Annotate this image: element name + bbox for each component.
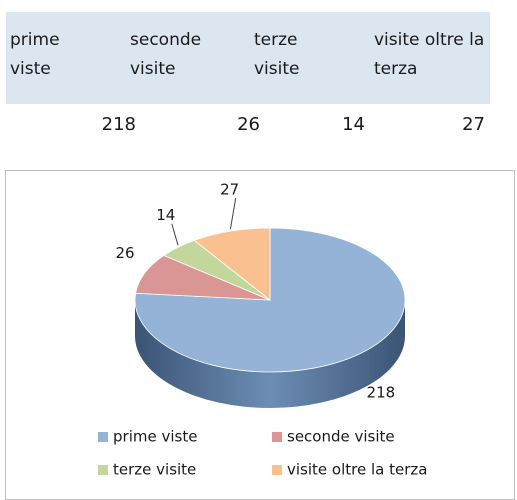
data-label: 218 [367,383,396,401]
table-cell: 218 [101,114,136,135]
legend-swatch [272,432,282,442]
header-cell: terze visite [254,30,300,79]
legend-label: visite oltre la terza [287,461,427,479]
data-label: 27 [220,181,239,199]
leader-line [229,197,237,230]
data-label: 26 [116,244,135,262]
pie-slice [193,227,271,301]
table-cell: 27 [462,114,485,135]
legend-swatch [98,465,108,475]
leader-line [171,223,179,246]
table-cell: 26 [237,114,260,135]
header-cell: prime viste [10,30,60,79]
header-cell: seconde visite [130,30,202,79]
table-cell: 14 [342,114,365,135]
pie-side [135,300,405,408]
legend-label: prime viste [113,428,197,446]
header-cell: visite oltre la terza [374,30,485,79]
legend-swatch [272,465,282,475]
legend-label: terze visite [113,461,196,479]
legend-label: seconde visite [287,428,395,446]
table-header: prime viste seconde visite terze visite … [6,12,490,104]
data-label: 14 [156,206,175,224]
legend-swatch [98,432,108,442]
